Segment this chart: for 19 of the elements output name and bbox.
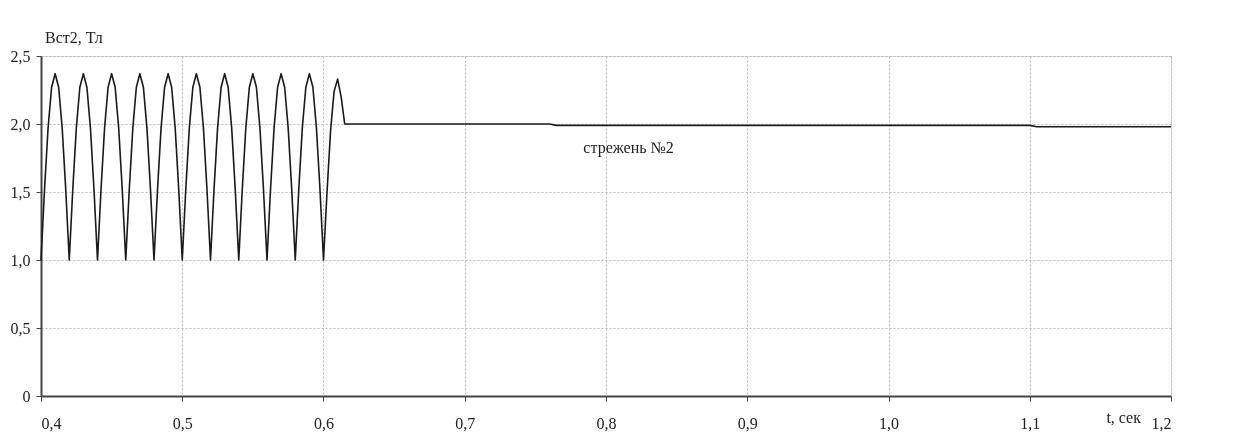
x-tick-label: 1,2 — [1151, 414, 1172, 432]
x-tick-label: 0,4 — [41, 414, 62, 432]
x-tick-label: 0,5 — [172, 414, 193, 432]
x-tick-label: 0,8 — [596, 414, 617, 432]
x-axis-title: t, сек — [1106, 409, 1142, 426]
x-tick-label: 1,0 — [879, 414, 899, 432]
y-tick-label: 2,5 — [10, 47, 31, 65]
y-tick-label: 2,0 — [10, 115, 31, 133]
x-tick-label: 0,6 — [314, 414, 334, 432]
y-axis-title: Bст2, Тл — [45, 29, 103, 46]
x-tick-label: 1,1 — [1020, 414, 1041, 432]
x-tick-label: 0,9 — [737, 414, 758, 432]
annotation: стрежень №2 — [583, 138, 674, 157]
y-tick-label: 1,0 — [10, 251, 31, 269]
y-tick-label: 0,5 — [10, 319, 31, 337]
y-tick-label: 1,5 — [10, 183, 31, 201]
y-tick-label: 0 — [22, 387, 31, 405]
x-tick-label: 0,7 — [455, 414, 476, 432]
line-series — [40, 72, 1172, 261]
